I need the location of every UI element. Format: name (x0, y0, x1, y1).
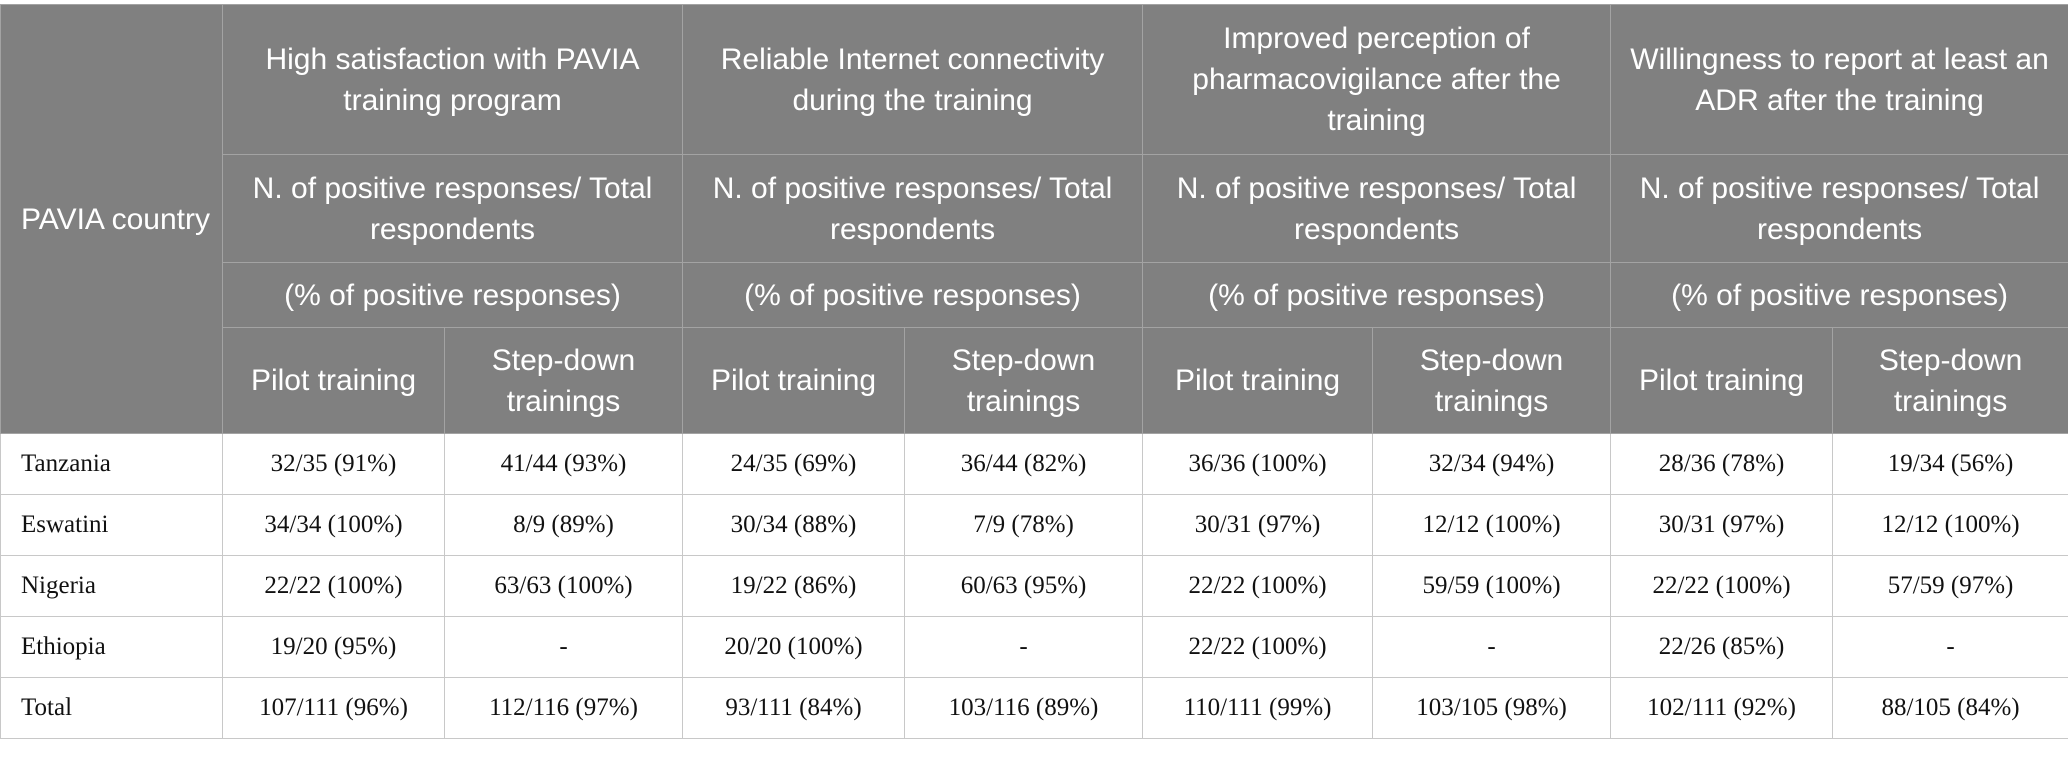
group-header-perception: Improved perception of pharmacovigilance… (1142, 4, 1612, 155)
table-cell: 63/63 (100%) (443, 555, 684, 617)
table-cell: 24/35 (69%) (682, 433, 906, 495)
table-cell: 107/111 (96%) (222, 677, 445, 739)
pilot-training-header: Pilot training (682, 327, 906, 434)
table-row: Nigeria 22/22 (100%) 63/63 (100%) 19/22 … (0, 555, 2068, 617)
table-row: Ethiopia 19/20 (95%) - 20/20 (100%) - 22… (0, 616, 2068, 678)
subheader-responses: N. of positive responses/ Total responde… (1142, 154, 1612, 263)
country-column-header: PAVIA country (0, 4, 223, 434)
table-cell: 19/20 (95%) (222, 616, 445, 678)
table-cell: - (1832, 616, 2068, 678)
table-cell: 22/22 (100%) (1142, 616, 1374, 678)
table-cell: 8/9 (89%) (443, 494, 684, 556)
pilot-training-header: Pilot training (1142, 327, 1374, 434)
pilot-training-header: Pilot training (222, 327, 445, 434)
step-down-trainings-header: Step-down trainings (1832, 327, 2068, 434)
table-cell: 57/59 (97%) (1832, 555, 2068, 617)
table-container: PAVIA country High satisfaction with PAV… (0, 4, 2068, 739)
table-cell: 34/34 (100%) (222, 494, 445, 556)
subheader-responses: N. of positive responses/ Total responde… (1610, 154, 2068, 263)
subheader-responses: N. of positive responses/ Total responde… (682, 154, 1144, 263)
table-cell: 12/12 (100%) (1372, 494, 1612, 556)
table-cell: 41/44 (93%) (443, 433, 684, 495)
subheader-percent: (% of positive responses) (221, 262, 684, 328)
table-cell: 110/111 (99%) (1142, 677, 1374, 739)
table-cell: 36/44 (82%) (904, 433, 1144, 495)
table-cell: 103/116 (89%) (904, 677, 1144, 739)
table-cell: 59/59 (100%) (1372, 555, 1612, 617)
table-cell: 22/22 (100%) (1142, 555, 1374, 617)
group-header-willingness: Willingness to report at least an ADR af… (1610, 4, 2068, 155)
table-row-total: Total 107/111 (96%) 112/116 (97%) 93/111… (0, 677, 2068, 739)
table-cell: 12/12 (100%) (1832, 494, 2068, 556)
table-cell: - (443, 616, 684, 678)
table-cell: 7/9 (78%) (904, 494, 1144, 556)
row-country-label: Tanzania (0, 433, 223, 495)
table-cell: 60/63 (95%) (904, 555, 1144, 617)
table-cell: 103/105 (98%) (1372, 677, 1612, 739)
group-header-satisfaction: High satisfaction with PAVIA training pr… (221, 4, 684, 155)
row-country-label: Total (0, 677, 223, 739)
table-row: Tanzania 32/35 (91%) 41/44 (93%) 24/35 (… (0, 433, 2068, 495)
table-cell: 112/116 (97%) (443, 677, 684, 739)
table-cell: 102/111 (92%) (1610, 677, 1834, 739)
subheader-responses: N. of positive responses/ Total responde… (221, 154, 684, 263)
table-cell: 30/34 (88%) (682, 494, 906, 556)
table-cell: 30/31 (97%) (1142, 494, 1374, 556)
table-cell: 19/22 (86%) (682, 555, 906, 617)
table-cell: 20/20 (100%) (682, 616, 906, 678)
table-cell: - (1372, 616, 1612, 678)
table-cell: 28/36 (78%) (1610, 433, 1834, 495)
table-cell: 36/36 (100%) (1142, 433, 1374, 495)
table-cell: 88/105 (84%) (1832, 677, 2068, 739)
step-down-trainings-header: Step-down trainings (443, 327, 684, 434)
table-cell: 19/34 (56%) (1832, 433, 2068, 495)
table-cell: 22/22 (100%) (1610, 555, 1834, 617)
subheader-percent: (% of positive responses) (1610, 262, 2068, 328)
table-cell: 30/31 (97%) (1610, 494, 1834, 556)
step-down-trainings-header: Step-down trainings (904, 327, 1144, 434)
row-country-label: Nigeria (0, 555, 223, 617)
row-country-label: Eswatini (0, 494, 223, 556)
table-cell: 32/34 (94%) (1372, 433, 1612, 495)
table-cell: 32/35 (91%) (222, 433, 445, 495)
table-cell: - (904, 616, 1144, 678)
table-cell: 22/26 (85%) (1610, 616, 1834, 678)
subheader-percent: (% of positive responses) (682, 262, 1144, 328)
pilot-training-header: Pilot training (1610, 327, 1834, 434)
row-country-label: Ethiopia (0, 616, 223, 678)
step-down-trainings-header: Step-down trainings (1372, 327, 1612, 434)
table-cell: 93/111 (84%) (682, 677, 906, 739)
results-table: PAVIA country High satisfaction with PAV… (0, 4, 2068, 739)
group-header-connectivity: Reliable Internet connectivity during th… (682, 4, 1144, 155)
subheader-percent: (% of positive responses) (1142, 262, 1612, 328)
table-row: Eswatini 34/34 (100%) 8/9 (89%) 30/34 (8… (0, 494, 2068, 556)
table-cell: 22/22 (100%) (222, 555, 445, 617)
